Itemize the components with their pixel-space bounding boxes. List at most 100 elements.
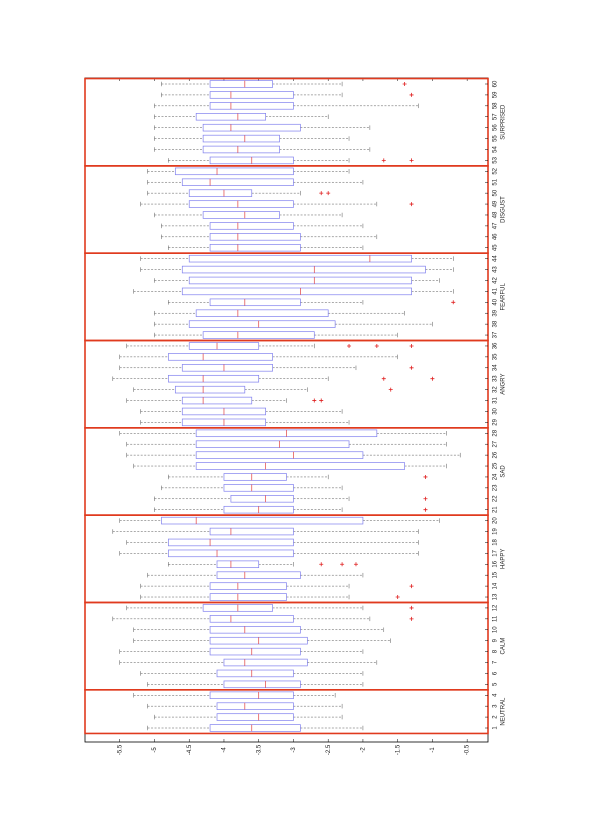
- category-label: 14: [493, 582, 499, 589]
- box: [188, 320, 336, 328]
- box: [216, 669, 294, 678]
- box: [181, 265, 426, 274]
- category-label: 49: [493, 200, 499, 207]
- outlier: [409, 584, 414, 589]
- box: [209, 222, 294, 230]
- box: [209, 647, 301, 656]
- outlier: [423, 474, 428, 479]
- category-label: 35: [493, 353, 499, 360]
- box: [209, 233, 301, 241]
- outlier: [381, 376, 386, 381]
- box: [216, 702, 294, 710]
- box: [168, 353, 273, 361]
- category-label: 27: [493, 440, 499, 447]
- category-label: 36: [493, 342, 499, 349]
- outlier: [409, 202, 414, 207]
- category-label: 9: [493, 638, 499, 642]
- box: [202, 211, 280, 219]
- group-frame: [84, 688, 489, 735]
- box: [223, 473, 287, 481]
- category-label: 48: [493, 211, 499, 218]
- category-label: 39: [493, 309, 499, 316]
- outlier: [409, 616, 414, 621]
- category-label: 28: [493, 429, 499, 436]
- category-label: 32: [493, 386, 499, 393]
- box: [168, 538, 294, 547]
- category-label: 1: [493, 726, 499, 730]
- group-label: CALM: [501, 638, 507, 655]
- box: [230, 495, 294, 503]
- box: [223, 680, 301, 689]
- x-tick-label: -1: [430, 747, 436, 753]
- box: [174, 385, 246, 394]
- category-label: 51: [493, 178, 499, 185]
- outlier: [409, 158, 414, 163]
- outlier: [374, 343, 379, 348]
- category-label: 59: [493, 91, 499, 98]
- category-label: 25: [493, 462, 499, 469]
- box: [209, 593, 287, 601]
- category-label: 37: [493, 331, 499, 338]
- category-label: 7: [493, 660, 499, 664]
- category-label: 40: [493, 298, 499, 305]
- category-label: 41: [493, 287, 499, 294]
- outlier: [409, 605, 414, 610]
- category-label: 13: [493, 593, 499, 600]
- category-label: 58: [493, 102, 499, 109]
- box: [195, 462, 405, 470]
- plot-frame: [84, 77, 489, 743]
- category-label: 3: [493, 704, 499, 708]
- category-label: 55: [493, 135, 499, 142]
- category-label: 16: [493, 560, 499, 567]
- box: [188, 254, 412, 263]
- category-label: 45: [493, 244, 499, 251]
- box: [209, 102, 294, 110]
- category-label: 56: [493, 124, 499, 131]
- outlier: [388, 387, 393, 392]
- outlier: [409, 92, 414, 97]
- box: [223, 658, 308, 667]
- x-tick-label: -2: [361, 747, 367, 753]
- group-label: HAPPY: [501, 549, 507, 569]
- category-label: 57: [493, 113, 499, 120]
- category-label: 34: [493, 364, 499, 371]
- box: [202, 331, 315, 339]
- group-label: NEUTRAL: [501, 697, 507, 726]
- box: [174, 167, 294, 176]
- category-label: 47: [493, 222, 499, 229]
- outlier: [409, 343, 414, 348]
- box: [209, 691, 294, 699]
- box: [216, 571, 301, 579]
- box: [188, 200, 294, 208]
- x-tick-label: -0.5: [465, 744, 471, 755]
- group-label: SURPRISED: [501, 104, 507, 140]
- box: [181, 364, 273, 372]
- category-label: 24: [493, 473, 499, 480]
- x-tick-label: -3: [291, 747, 297, 753]
- category-label: 6: [493, 671, 499, 675]
- outlier: [319, 562, 324, 567]
- group-label: SAD: [501, 465, 507, 478]
- group-label: DISGUST: [501, 196, 507, 223]
- box: [209, 243, 301, 252]
- box: [161, 516, 364, 525]
- box: [209, 724, 301, 732]
- category-label: 10: [493, 626, 499, 633]
- category-label: 53: [493, 156, 499, 163]
- category-label: 20: [493, 517, 499, 524]
- outlier: [402, 82, 407, 86]
- box: [209, 626, 301, 634]
- box: [223, 484, 294, 492]
- box: [209, 527, 294, 536]
- outlier: [353, 562, 358, 567]
- box: [202, 123, 301, 132]
- category-label: 43: [493, 266, 499, 273]
- box: [168, 549, 294, 558]
- box: [188, 342, 260, 350]
- category-label: 4: [493, 693, 499, 697]
- outlier: [423, 496, 428, 501]
- box: [188, 189, 253, 197]
- box: [181, 287, 412, 296]
- category-label: 60: [493, 80, 499, 87]
